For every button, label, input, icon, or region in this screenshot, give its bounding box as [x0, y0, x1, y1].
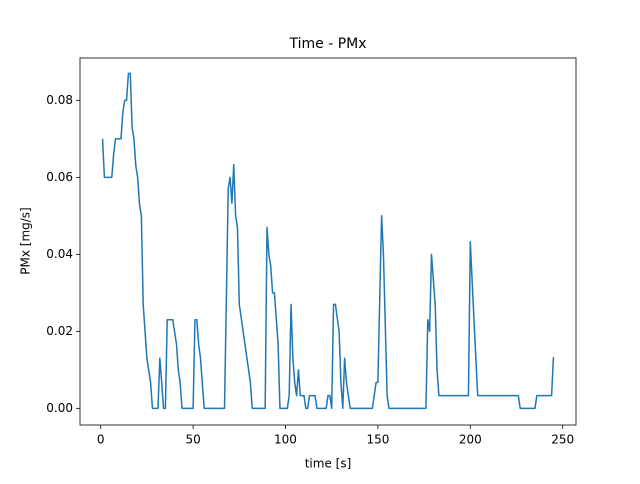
x-tick-label: 0: [97, 433, 105, 447]
x-tick-label: 200: [459, 433, 482, 447]
x-tick-label: 100: [274, 433, 297, 447]
x-tick-label: 50: [185, 433, 200, 447]
x-tick-label: 150: [366, 433, 389, 447]
y-tick-label: 0.04: [46, 247, 73, 261]
y-tick-label: 0.06: [46, 170, 73, 184]
data-line: [101, 72, 555, 410]
y-tick-label: 0.00: [46, 401, 73, 415]
y-axis-label: PMx [mg/s]: [19, 207, 33, 274]
axes-frame: [79, 57, 577, 426]
y-tick-label: 0.02: [46, 324, 73, 338]
y-tick-label: 0.08: [46, 93, 73, 107]
chart-title: Time - PMx: [288, 36, 366, 52]
x-axis-label: time [s]: [305, 457, 352, 471]
x-tick-label: 250: [551, 433, 574, 447]
